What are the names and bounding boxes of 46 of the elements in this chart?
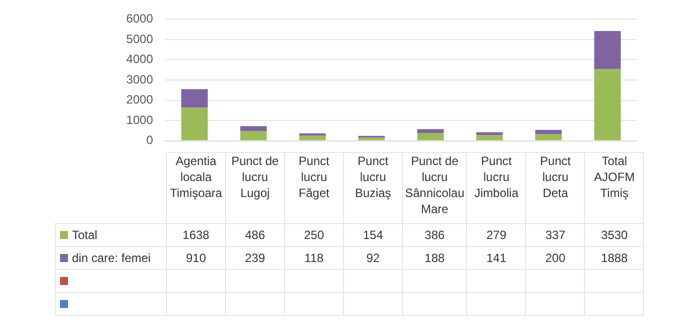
bar: [417, 132, 444, 140]
y-tick-label: 2000: [126, 92, 154, 107]
data-label: 910: [166, 246, 226, 270]
bar: [476, 135, 503, 140]
data-label: 386: [402, 224, 467, 246]
bar: [181, 108, 208, 140]
legend-label: din care: femei: [56, 246, 166, 270]
data-label: 486: [226, 224, 284, 246]
data-label: 1638: [166, 224, 226, 246]
bar: [417, 129, 444, 133]
bar: [181, 89, 208, 108]
y-tick-label: 4000: [126, 52, 154, 66]
y-tick-label: 1000: [126, 112, 154, 127]
x-tick-label: Punct lucru Jimbolia: [466, 152, 526, 224]
data-label: 118: [284, 246, 344, 270]
data-label: 250: [284, 224, 344, 246]
x-tick-label: Total AJOFM Timiş: [584, 152, 644, 224]
x-tick-label: Punct lucru Făget: [284, 152, 344, 224]
bar: [240, 130, 267, 140]
data-label: 279: [466, 224, 526, 246]
data-label: 154: [344, 224, 402, 246]
y-tick-label: 5000: [126, 32, 154, 46]
x-tick-label: Punct de lucru Lugoj: [226, 152, 284, 224]
data-label: 337: [526, 224, 585, 246]
data-label: 200: [526, 246, 585, 270]
bar: [240, 126, 267, 131]
bar: [535, 130, 562, 134]
data-label: 3530: [584, 224, 644, 246]
legend-label: Total: [56, 224, 166, 246]
y-tick-label: 3000: [126, 72, 154, 86]
data-label: 188: [402, 246, 467, 270]
y-tick-label: 6000: [126, 12, 154, 26]
x-tick-label: Punct lucru Buziaş: [344, 152, 402, 224]
y-tick-label: 0: [146, 133, 154, 148]
bar: [299, 136, 326, 140]
data-label: 1888: [584, 246, 644, 270]
bar: [594, 30, 621, 70]
data-label: 92: [344, 246, 402, 270]
data-label: 239: [226, 246, 284, 270]
x-tick-label: Punct lucru Deta: [526, 152, 585, 224]
bar: [358, 138, 385, 140]
x-tick-label: Agentia locala Timişoara: [166, 152, 226, 224]
data-label: 141: [466, 246, 526, 270]
bar: [535, 134, 562, 140]
bar: [594, 69, 621, 140]
x-tick-label: Punct de lucru Sânnicolau Mare: [402, 152, 467, 224]
